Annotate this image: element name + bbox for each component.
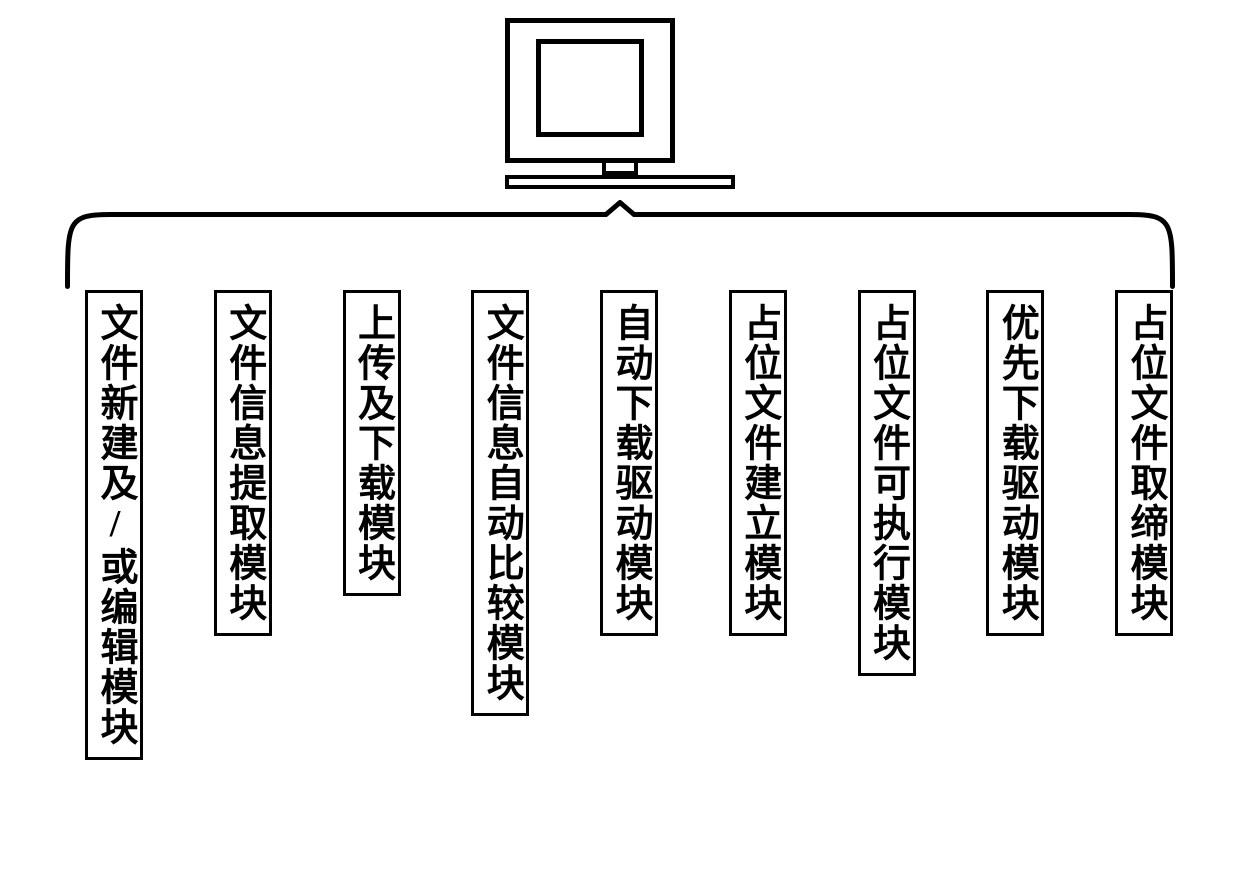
diagram-canvas: 文件新建及/或编辑模块 文件信息提取模块 上传及下载模块 文件信息自动比较模块 自动下载… (0, 0, 1240, 885)
module-box: 占位文件可执行模块 (858, 290, 916, 676)
monitor-inner (536, 39, 644, 137)
module-box: 上传及下载模块 (343, 290, 401, 596)
modules-row: 文件新建及/或编辑模块 文件信息提取模块 上传及下载模块 文件信息自动比较模块 自动下载… (85, 290, 1173, 760)
module-box: 文件信息提取模块 (214, 290, 272, 636)
curly-brace (65, 200, 1175, 289)
module-box: 优先下载驱动模块 (986, 290, 1044, 636)
monitor-outer (505, 18, 675, 163)
module-box: 占位文件取缔模块 (1115, 290, 1173, 636)
module-box: 文件新建及/或编辑模块 (85, 290, 143, 760)
monitor-base (505, 175, 735, 189)
module-box: 自动下载驱动模块 (600, 290, 658, 636)
monitor-stand (602, 163, 638, 175)
module-box: 占位文件建立模块 (729, 290, 787, 636)
computer-icon (505, 18, 735, 189)
module-box: 文件信息自动比较模块 (471, 290, 529, 716)
